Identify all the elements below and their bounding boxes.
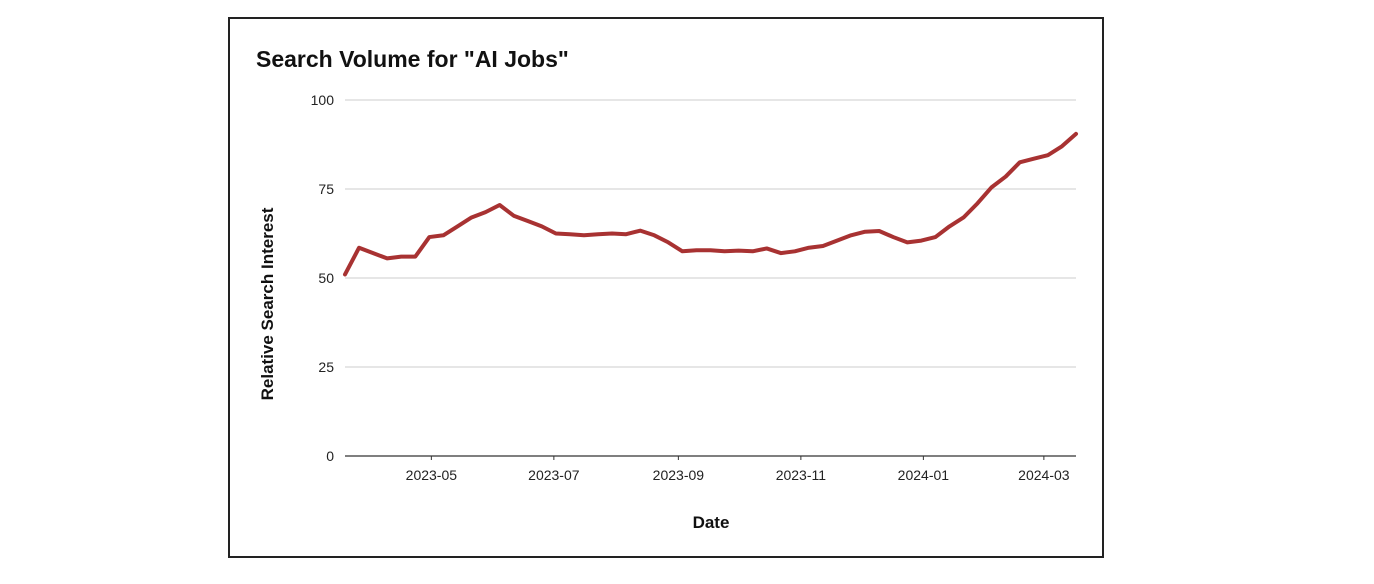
- x-tick-label: 2023-05: [406, 467, 458, 483]
- data-point: [990, 185, 994, 189]
- data-point: [610, 232, 614, 236]
- data-point: [751, 249, 755, 253]
- data-point: [455, 224, 459, 228]
- data-point: [680, 249, 684, 253]
- series-line: [343, 131, 1078, 277]
- data-point: [371, 251, 375, 255]
- data-point: [709, 248, 713, 252]
- x-tick-label: 2024-01: [898, 467, 950, 483]
- data-point: [526, 219, 530, 223]
- data-point: [1046, 153, 1050, 157]
- data-point: [1074, 132, 1078, 136]
- data-point: [765, 246, 769, 250]
- data-point: [1060, 144, 1064, 148]
- y-tick-label: 25: [318, 359, 334, 375]
- data-point: [343, 272, 347, 276]
- y-tick-label: 50: [318, 270, 334, 286]
- chart-frame: Search Volume for "AI Jobs" 0 25 50 75 100 2…: [228, 17, 1104, 558]
- data-point: [919, 239, 923, 243]
- x-tick-label: 2023-09: [653, 467, 705, 483]
- data-point: [962, 215, 966, 219]
- data-point: [1018, 160, 1022, 164]
- data-point: [413, 255, 417, 259]
- x-tick-label: 2023-07: [528, 467, 580, 483]
- x-tick-label: 2023-11: [776, 467, 827, 483]
- y-axis-title: Relative Search Interest: [258, 207, 277, 400]
- x-tick-label: 2024-03: [1018, 467, 1070, 483]
- y-tick-label: 75: [318, 181, 334, 197]
- data-point: [737, 249, 741, 253]
- data-point: [793, 249, 797, 253]
- line-chart: 0 25 50 75 100 2023-05 2023-07 2023-09 2023-11 2…: [258, 92, 1078, 532]
- chart-title: Search Volume for "AI Jobs": [256, 46, 569, 72]
- data-point: [835, 239, 839, 243]
- data-point: [498, 203, 502, 207]
- data-point: [779, 251, 783, 255]
- data-point: [821, 244, 825, 248]
- data-point: [638, 229, 642, 233]
- data-point: [582, 233, 586, 237]
- data-point: [947, 224, 951, 228]
- data-point: [933, 235, 937, 239]
- data-point: [357, 246, 361, 250]
- data-point: [624, 232, 628, 236]
- x-axis-title: Date: [693, 513, 730, 532]
- data-point: [385, 256, 389, 260]
- data-point: [441, 233, 445, 237]
- data-point: [891, 235, 895, 239]
- data-point: [976, 201, 980, 205]
- data-point: [807, 246, 811, 250]
- data-point: [399, 255, 403, 259]
- data-point: [554, 232, 558, 236]
- data-point: [877, 229, 881, 233]
- data-point: [427, 235, 431, 239]
- data-point: [1032, 157, 1036, 161]
- data-point: [540, 224, 544, 228]
- y-tick-label: 0: [326, 448, 334, 464]
- data-point: [666, 240, 670, 244]
- data-point: [694, 248, 698, 252]
- y-tick-label: 100: [311, 92, 335, 108]
- data-point: [512, 214, 516, 218]
- data-point: [470, 215, 474, 219]
- data-point: [596, 232, 600, 236]
- data-point: [849, 233, 853, 237]
- data-point: [905, 240, 909, 244]
- data-point: [1004, 175, 1008, 179]
- data-point: [568, 232, 572, 236]
- data-point: [652, 233, 656, 237]
- data-point: [863, 230, 867, 234]
- data-point: [484, 210, 488, 214]
- data-point: [723, 249, 727, 253]
